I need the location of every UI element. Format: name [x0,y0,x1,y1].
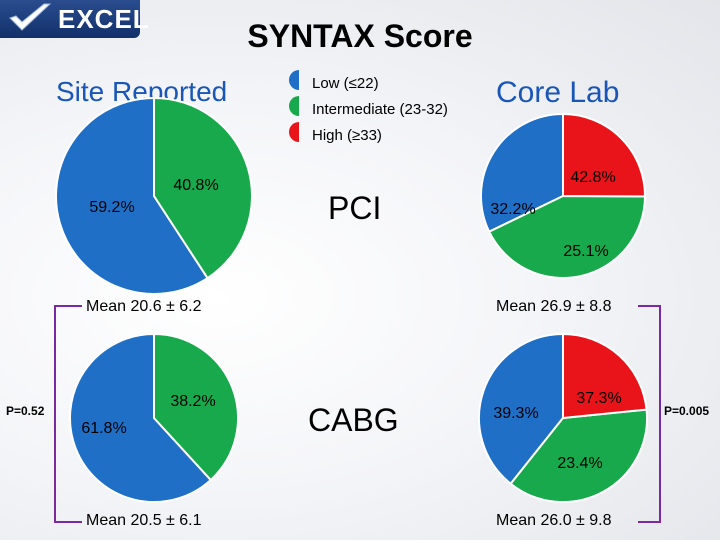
pie-slice [55,96,209,295]
legend-intermediate-icon [289,96,299,116]
slice-label: 61.8% [81,420,126,437]
legend-high-icon [289,122,299,142]
excel-logo: EXCEL [0,0,149,38]
row-label-cabg: CABG [308,402,399,438]
pie-slice [509,408,648,503]
pie-slice [562,332,648,420]
legend-label-high: High (≥33) [312,127,382,144]
mean-site-cabg: Mean 20.5 ± 6.1 [86,512,202,529]
slice-label: 39.3% [493,405,538,422]
legend-label-intermediate: Intermediate (23-32) [312,101,448,118]
pie-slice [153,96,254,280]
legend-icons [289,70,299,142]
row-label-pci: PCI [328,190,382,226]
pie-slice [69,332,213,503]
pie-core-cabg: 39.3% 37.3% 23.4% [478,332,648,503]
slice-label: 59.2% [89,199,134,216]
bracket-right [638,305,661,523]
pie-core-pci: 32.2% 42.8% 25.1% [480,112,647,279]
p-value-core: P=0.005 [664,404,710,418]
pie-slice [562,112,647,198]
page-title: SYNTAX Score [247,18,473,54]
legend-low-icon [289,70,299,90]
slice-label: 40.8% [173,177,218,194]
checkmark-icon [9,3,52,31]
core-lab-heading: Core Lab [496,76,620,109]
bracket-left [54,305,82,523]
pie-slice [480,112,564,234]
legend-label-low: Low (≤22) [312,75,379,92]
mean-core-cabg: Mean 26.0 ± 9.8 [496,512,612,529]
slice-label: 38.2% [170,393,215,410]
mean-site-pci: Mean 20.6 ± 6.2 [86,298,202,315]
slice-label: 23.4% [557,455,602,472]
slice-label: 25.1% [563,243,608,260]
slice-label: 32.2% [490,201,535,218]
mean-core-pci: Mean 26.9 ± 8.8 [496,298,612,315]
pie-slice [478,332,564,486]
pie-site-cabg: 61.8% 38.2% [69,332,239,503]
slice-label: 37.3% [576,390,621,407]
pie-slice [487,194,647,279]
logo-text: EXCEL [58,4,150,34]
pie-slice [153,332,239,482]
p-value-site: P=0.52 [6,404,45,418]
pie-site-pci: 59.2% 40.8% [55,96,254,295]
slice-label: 42.8% [570,169,615,186]
